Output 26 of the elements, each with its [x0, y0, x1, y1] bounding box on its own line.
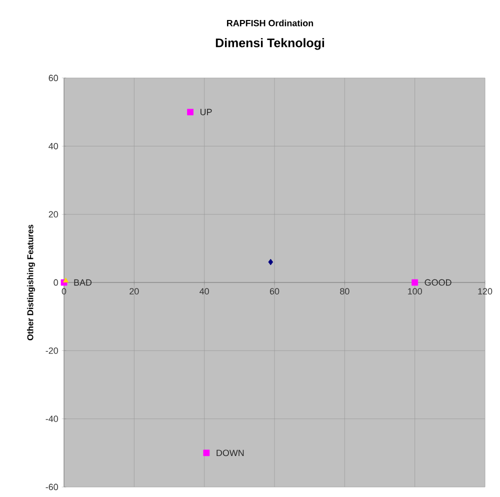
point — [187, 108, 194, 116]
annotation: GOOD — [424, 279, 452, 286]
y-tick-label: 60 — [48, 74, 58, 82]
annotation: BAD — [74, 279, 92, 286]
y-tick-label: 40 — [48, 142, 58, 150]
x-tick-label: 100 — [408, 288, 422, 294]
y-tick-label: -40 — [46, 416, 58, 422]
point — [62, 278, 69, 282]
point — [268, 258, 274, 266]
point — [203, 450, 210, 456]
x-tick-label: 20 — [130, 288, 139, 294]
chart-title: RAPFISH Ordination — [227, 20, 314, 26]
x-tick-label: 60 — [270, 288, 280, 294]
x-tick-label: 40 — [200, 288, 209, 294]
x-tick-label: 120 — [478, 288, 492, 294]
y-tick-label: -60 — [46, 484, 58, 490]
y-axis-title: Other Distingishing Features — [27, 224, 35, 340]
y-tick-label: 20 — [48, 211, 58, 218]
x-tick-label: 0 — [62, 288, 66, 294]
annotation: UP — [200, 108, 212, 116]
point — [412, 279, 418, 286]
x-tick-label: 80 — [340, 288, 350, 294]
y-tick-label: -20 — [46, 347, 58, 354]
annotation: DOWN — [216, 450, 244, 456]
y-tick-label: 0 — [54, 279, 58, 286]
chart-subtitle: Dimensi Teknologi — [216, 38, 324, 50]
